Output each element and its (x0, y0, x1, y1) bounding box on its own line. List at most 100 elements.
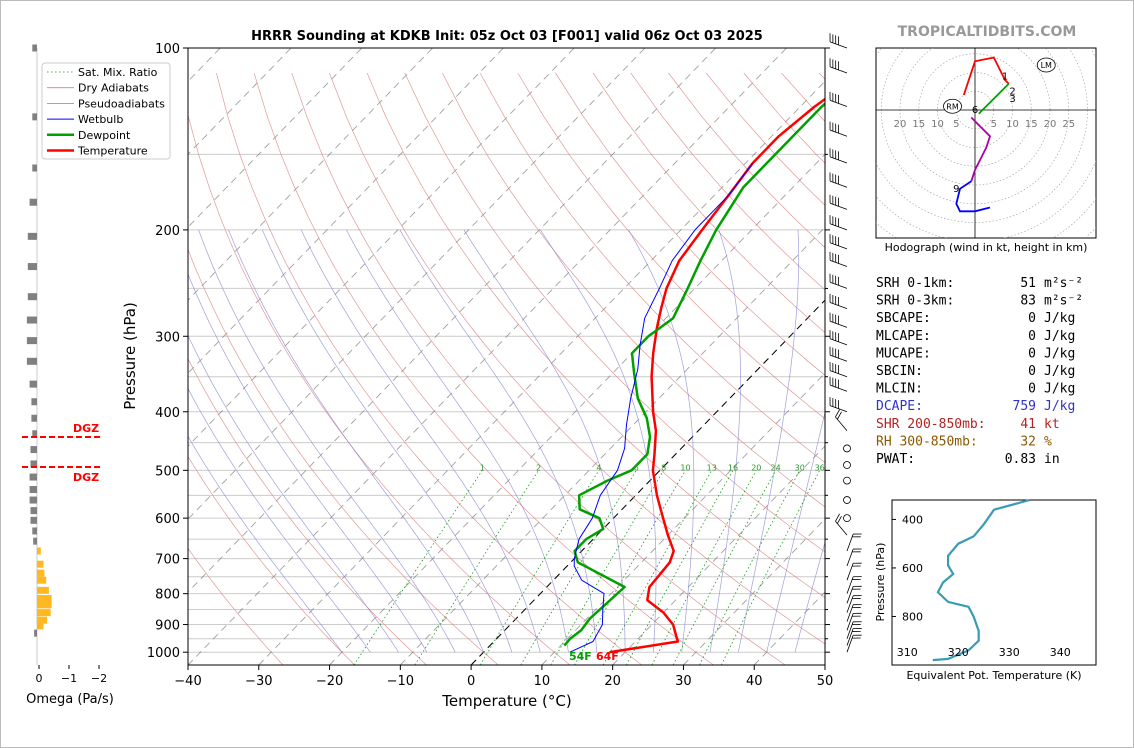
stat-unit: m²s⁻² (1044, 276, 1083, 291)
barb-flag (835, 513, 840, 522)
barb-flag (853, 612, 862, 614)
mixing-ratio-label: 1 (480, 463, 485, 472)
barb-flag (838, 237, 839, 246)
hodograph-segment (962, 56, 1010, 96)
barb-flag (838, 379, 839, 389)
barb-flag (852, 637, 861, 639)
wind-barb (829, 148, 848, 164)
barb-flag (832, 313, 834, 323)
theta-e-panel: 310 320 330 340 400 600 800 Equivalent Pot. Te… (874, 498, 1097, 682)
hodograph-height-label: 9 (953, 184, 959, 195)
omega-bar (32, 164, 37, 172)
barb-flag (829, 397, 831, 406)
stat-value: 0 (1028, 311, 1036, 326)
y-tick-label: 100 (155, 42, 180, 57)
wind-barb (829, 273, 848, 289)
stat-value: 51 (1020, 276, 1036, 291)
hodograph-tick-label: 20 (894, 119, 907, 130)
barb-flag (838, 365, 839, 374)
barb-flag (829, 346, 831, 356)
barb-flag (853, 634, 862, 636)
omega-bar (26, 337, 37, 345)
barb-flag (832, 34, 834, 43)
isotherm (258, 80, 825, 665)
omega-bar (37, 586, 49, 594)
x-tick-label: 10 (534, 674, 551, 689)
omega-tick-label: −1 (61, 672, 77, 685)
mixing-ratio-label: 6 (634, 463, 639, 472)
stat-value: 41 (1020, 417, 1036, 432)
theta-e-x-label: Equivalent Pot. Temperature (K) (906, 669, 1081, 682)
dry-adiabat (253, 72, 714, 665)
barb-flag (832, 216, 834, 225)
wind-barb (835, 513, 848, 536)
theta-e-y-tick-label: 600 (902, 562, 923, 575)
storm-motion-marker (943, 98, 962, 114)
y-tick-label: 500 (155, 464, 180, 479)
mixing-ratio-line (520, 470, 637, 665)
x-tick-label: 40 (746, 674, 763, 689)
barb-flag (838, 151, 839, 160)
barb-flag (829, 172, 831, 182)
barb-flag (829, 376, 831, 386)
mixing-ratio-line (651, 470, 757, 665)
barb-flag (832, 195, 834, 205)
legend-label: Dry Adiabats (78, 82, 149, 95)
omega-bar (29, 198, 37, 206)
barb-flag (838, 218, 839, 227)
stat-value: 0 (1028, 329, 1036, 344)
omega-bar (32, 527, 37, 535)
barb-flag (852, 598, 861, 599)
mixing-ratio-line (699, 470, 801, 665)
barb-flag (829, 293, 831, 303)
barb-flag (829, 251, 831, 261)
barb-flag (853, 604, 862, 606)
theta-e-y-label: Pressure (hPa) (874, 543, 887, 622)
hodograph-tick-label: 10 (1006, 119, 1019, 130)
dry-adiabat (329, 72, 825, 645)
pseudoadiabat (346, 229, 569, 653)
storm-motion-label: RM (946, 102, 959, 111)
hodograph-height-label: 2 (1009, 86, 1015, 97)
mixing-ratio-line (550, 470, 665, 665)
isotherm (188, 48, 787, 665)
omega-bar (32, 113, 37, 121)
omega-bar (37, 595, 52, 603)
legend-label: Pseudoadiabats (78, 97, 165, 110)
barb-flag (829, 312, 831, 322)
mixing-ratio-label: 2 (536, 463, 541, 472)
y-tick-label: 300 (155, 330, 180, 345)
pseudoadiabat (300, 229, 541, 653)
omega-bar (29, 486, 37, 494)
wind-barb (829, 215, 848, 231)
barb-flag (838, 175, 839, 185)
omega-bar (37, 560, 44, 568)
wind-barb (829, 312, 848, 328)
x-tick-label: −10 (387, 674, 414, 689)
x-axis-label: Temperature (°C) (441, 692, 571, 710)
wind-barb (829, 172, 848, 188)
stat-value: 0 (1028, 364, 1036, 379)
dry-adiabat (188, 248, 499, 665)
dewpoint-line (563, 102, 825, 647)
wind-barb (829, 194, 848, 210)
dry-adiabat (188, 547, 284, 665)
barb-flag (829, 234, 831, 243)
wind-barb (846, 548, 862, 567)
barb-flag (829, 58, 831, 67)
barb-flag (829, 273, 831, 283)
wind-barb (829, 251, 848, 267)
stat-label: RH 300-850mb: (876, 434, 978, 449)
mixing-ratio-label: 30 (795, 463, 805, 472)
barb-flag (852, 536, 861, 538)
wind-barb (846, 628, 862, 646)
barb-flag (832, 59, 834, 68)
skewt-axes-frame (187, 47, 826, 666)
x-tick-label: 30 (675, 674, 692, 689)
pseudoadiabat (794, 540, 825, 653)
barb-flag (832, 294, 834, 304)
barb-flag (835, 348, 837, 358)
hodograph-tick-label: 20 (1044, 119, 1057, 130)
x-tick-label: 0 (467, 674, 475, 689)
mixing-ratio-line (414, 470, 539, 665)
